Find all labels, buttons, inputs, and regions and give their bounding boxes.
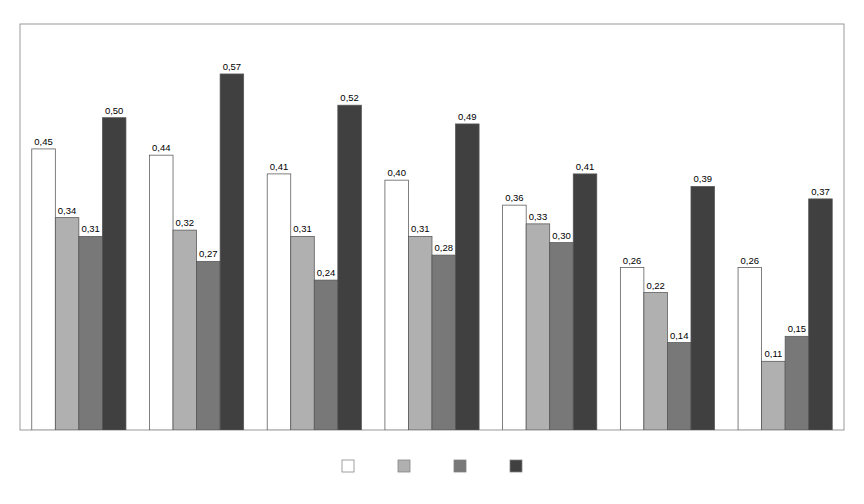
bar (197, 261, 221, 430)
bar (503, 205, 527, 430)
bar (550, 243, 574, 430)
bar (149, 155, 173, 430)
legend (342, 460, 522, 472)
data-label: 0,39 (693, 173, 712, 184)
bar (691, 186, 715, 430)
data-label: 0,33 (529, 211, 548, 222)
bar (809, 199, 833, 430)
data-label: 0,26 (741, 255, 760, 266)
data-label: 0,11 (764, 348, 782, 359)
data-label: 0,22 (646, 280, 665, 291)
legend-swatch (510, 460, 522, 472)
bar (291, 236, 315, 430)
plot-frame (20, 24, 844, 430)
bar (573, 174, 597, 430)
data-label: 0,52 (340, 92, 359, 103)
data-label: 0,28 (435, 242, 454, 253)
bar (526, 224, 550, 430)
legend-swatch (398, 460, 410, 472)
legend-swatch (342, 460, 354, 472)
bar (762, 361, 786, 430)
bar (314, 280, 338, 430)
bar (385, 180, 409, 430)
data-label: 0,15 (788, 323, 807, 334)
data-label: 0,31 (293, 223, 312, 234)
data-label: 0,27 (199, 248, 218, 259)
chart-container: 0,45 0,44 0,41 0,40 0,36 0,26 0,26 0,34 0,32 0,31… (0, 0, 864, 504)
bar (667, 343, 691, 430)
data-label: 0,30 (552, 230, 571, 241)
data-label: 0,36 (505, 192, 524, 203)
bar (408, 236, 432, 430)
bar (456, 124, 480, 430)
bar (173, 230, 197, 430)
bar (32, 149, 56, 430)
bar (79, 236, 103, 430)
data-label: 0,41 (270, 161, 289, 172)
data-label: 0,41 (576, 161, 595, 172)
data-label: 0,14 (670, 330, 689, 341)
data-label: 0,40 (387, 167, 406, 178)
bar (267, 174, 291, 430)
data-label: 0,44 (152, 142, 171, 153)
bar (738, 268, 762, 430)
chart: 0,45 0,44 0,41 0,40 0,36 0,26 0,26 0,34 0,32 0,31… (0, 0, 864, 504)
data-label: 0,49 (458, 111, 477, 122)
bar (785, 336, 809, 430)
data-label: 0,32 (176, 217, 195, 228)
data-label: 0,50 (105, 105, 124, 116)
data-label: 0,26 (623, 255, 642, 266)
data-label: 0,24 (317, 267, 336, 278)
bar (644, 293, 668, 430)
data-label: 0,45 (34, 136, 53, 147)
data-label: 0,37 (811, 186, 830, 197)
data-label: 0,31 (411, 223, 430, 234)
bar (338, 105, 362, 430)
bar (432, 255, 456, 430)
bars (32, 74, 832, 430)
bar (102, 118, 126, 430)
legend-swatch (454, 460, 466, 472)
data-labels: 0,45 0,44 0,41 0,40 0,36 0,26 0,26 0,34 0,32 0,31… (34, 61, 829, 359)
data-label: 0,31 (81, 223, 100, 234)
bar (620, 268, 644, 430)
data-label: 0,34 (58, 205, 77, 216)
bar (220, 74, 244, 430)
bar (55, 218, 79, 430)
data-label: 0,57 (223, 61, 242, 72)
